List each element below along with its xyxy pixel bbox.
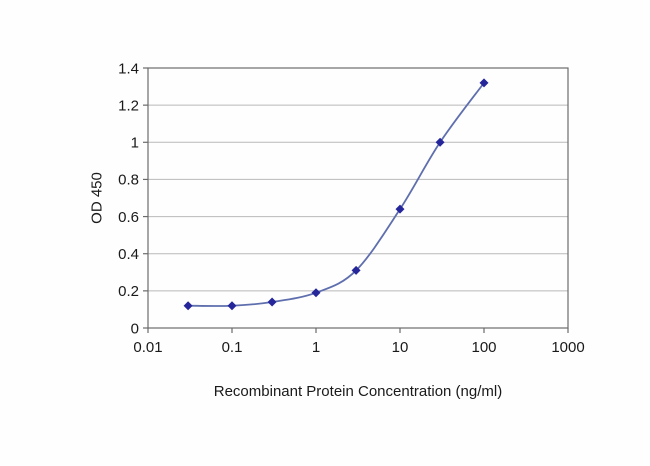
y-tick-label: 0 — [131, 320, 139, 337]
data-point — [479, 78, 489, 88]
y-tick-label: 1.4 — [118, 60, 139, 77]
data-point — [435, 137, 445, 147]
data-point — [351, 265, 361, 275]
x-tick-label: 1 — [312, 339, 320, 356]
data-point — [227, 301, 237, 311]
x-axis-title: Recombinant Protein Concentration (ng/ml… — [213, 383, 503, 400]
x-tick-label: 1000 — [551, 339, 584, 356]
y-tick-label: 0.4 — [118, 246, 139, 263]
data-point — [267, 297, 277, 307]
y-tick-label: 0.2 — [118, 283, 139, 300]
plot-border — [147, 67, 569, 329]
y-axis-title: OD 450 — [88, 172, 106, 224]
y-tick-label: 1.2 — [118, 97, 139, 114]
y-tick-label: 0.8 — [118, 172, 139, 189]
x-tick-label: 100 — [471, 339, 496, 356]
y-tick-label: 0.6 — [118, 209, 139, 226]
data-point — [395, 204, 405, 214]
series-line — [188, 82, 485, 307]
x-tick-label: 0.01 — [133, 339, 162, 356]
data-point — [183, 301, 193, 311]
x-tick-label: 10 — [392, 339, 409, 356]
y-tick-label: 1 — [131, 135, 139, 152]
data-point — [311, 288, 321, 298]
x-tick-label: 0.1 — [222, 339, 243, 356]
